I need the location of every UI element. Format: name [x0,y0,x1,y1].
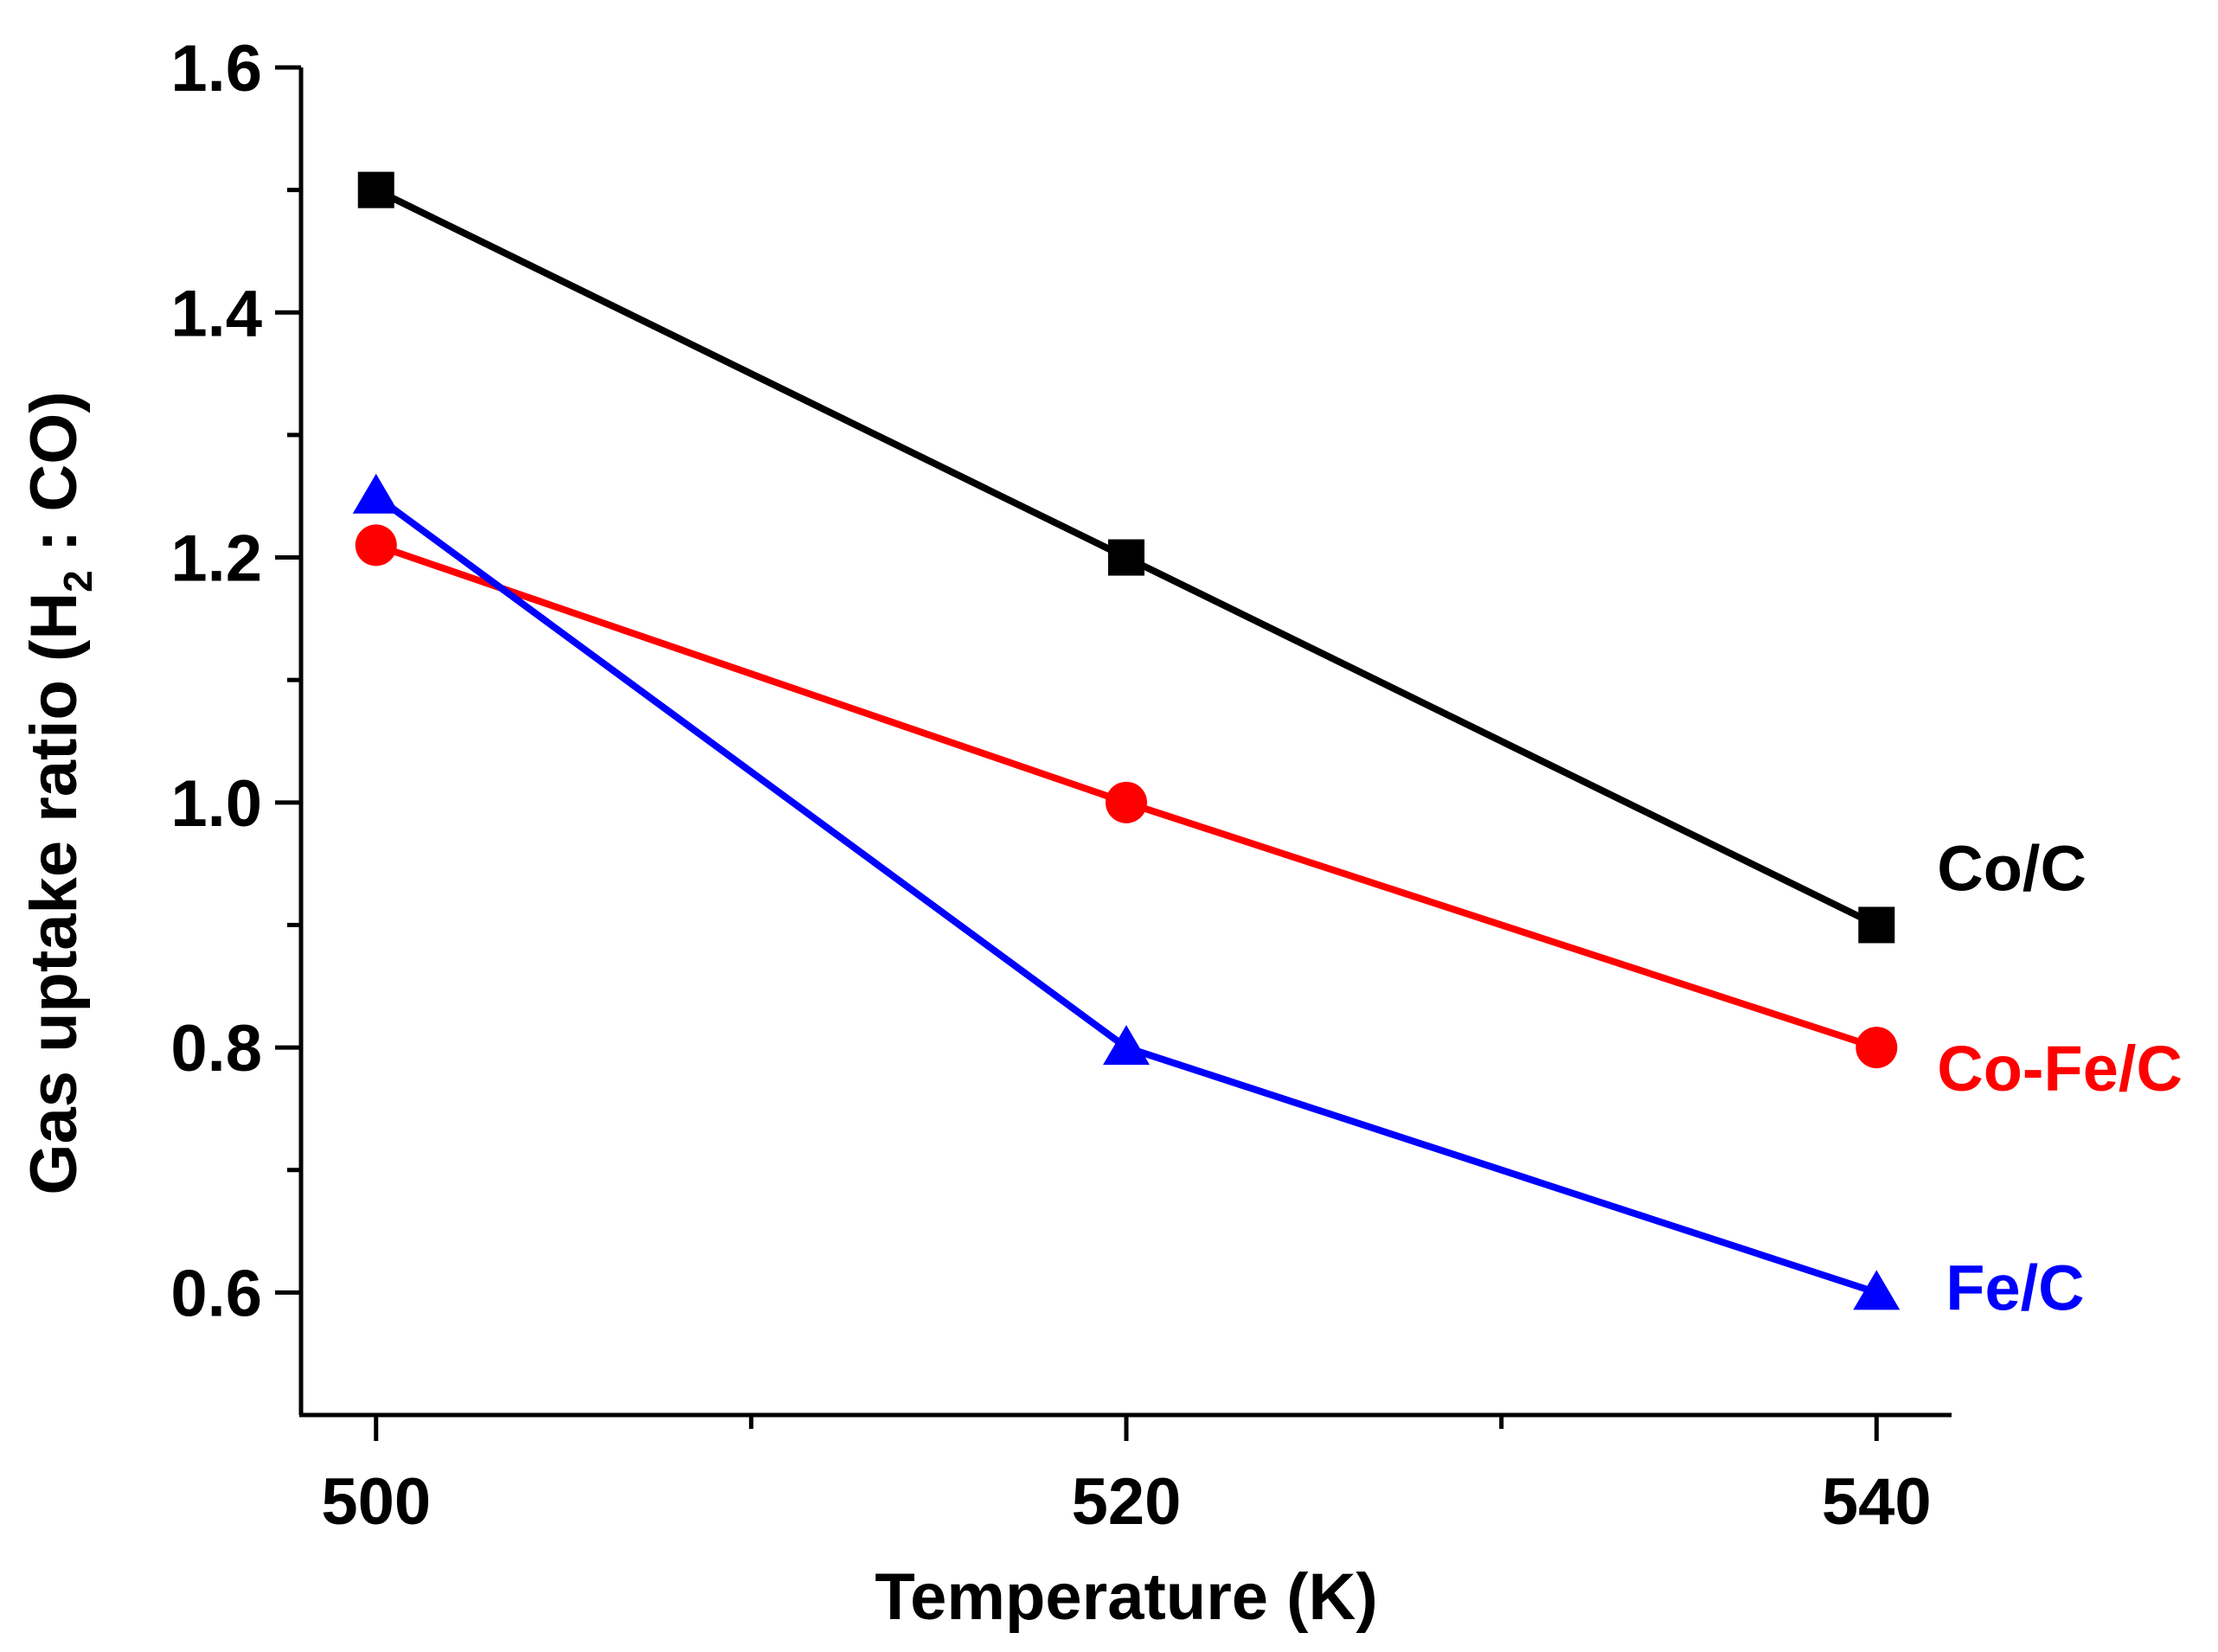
data-point-triangle [1853,1270,1901,1310]
data-point-square [1858,906,1895,944]
x-tick-label: 540 [1822,1465,1932,1539]
y-axis-title: Gas uptake ratio (H2 : CO) [17,391,100,1194]
labels-layer: Co/C Co-Fe/C Fe/C [1937,832,2183,1323]
y-tick-label: 0.6 [170,1257,262,1330]
data-point-square [1108,539,1144,576]
series-layer [352,171,1901,1310]
x-tick-label: 520 [1072,1465,1182,1539]
x-axis-title: Temperature (K) [875,1560,1377,1634]
data-point-circle [1856,1027,1898,1069]
data-point-circle [355,524,397,567]
series-fe-c [352,473,1901,1310]
series-co-fe-c [355,524,1898,1069]
series-label-co-fe-c: Co-Fe/C [1937,1033,2183,1105]
y-tick-label: 1.6 [170,32,262,106]
series-label-co-c: Co/C [1937,832,2087,904]
data-point-square [357,171,394,208]
y-tick-label: 1.0 [170,767,262,841]
y-axis-title-subscript: 2 [55,570,100,592]
series-co-c [357,171,1895,944]
y-tick-label: 0.8 [170,1012,262,1085]
data-point-triangle [1103,1025,1150,1066]
series-label-fe-c: Fe/C [1946,1252,2084,1323]
y-tick-label: 1.4 [170,277,262,350]
x-tick-label: 500 [321,1465,431,1539]
y-axis-title-suffix: : CO) [17,391,91,570]
data-point-triangle [352,473,400,514]
y-tick-label: 1.2 [170,522,262,596]
data-point-circle [1106,781,1147,823]
axes: 0.6 0.8 1.0 1.2 1.4 1.6 500 520 540 [170,32,1952,1539]
series-line [374,493,1878,1297]
y-axis-title-prefix: Gas uptake ratio (H [17,592,91,1195]
